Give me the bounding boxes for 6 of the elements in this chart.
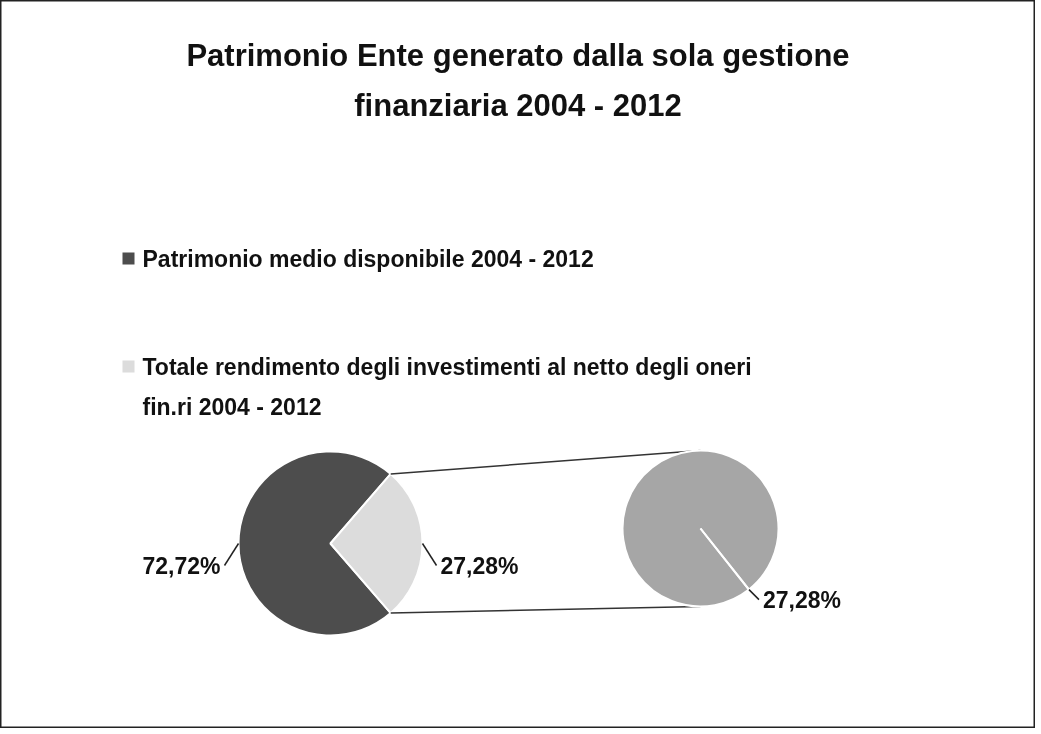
data-label: 72,72% [142, 552, 221, 579]
chart-title: Patrimonio Ente generato dalla sola gestione finanziaria 2004 - 2012 [186, 38, 850, 123]
legend-label: Totale rendimento degli investimenti al netto degli oneri fin.ri 2004 - 2012 [142, 353, 752, 420]
legend-label: Patrimonio medio disponibile 2004 - 2012 [142, 245, 594, 272]
data-label: 27,28% [762, 586, 841, 613]
data-label: 27,28% [440, 552, 519, 579]
